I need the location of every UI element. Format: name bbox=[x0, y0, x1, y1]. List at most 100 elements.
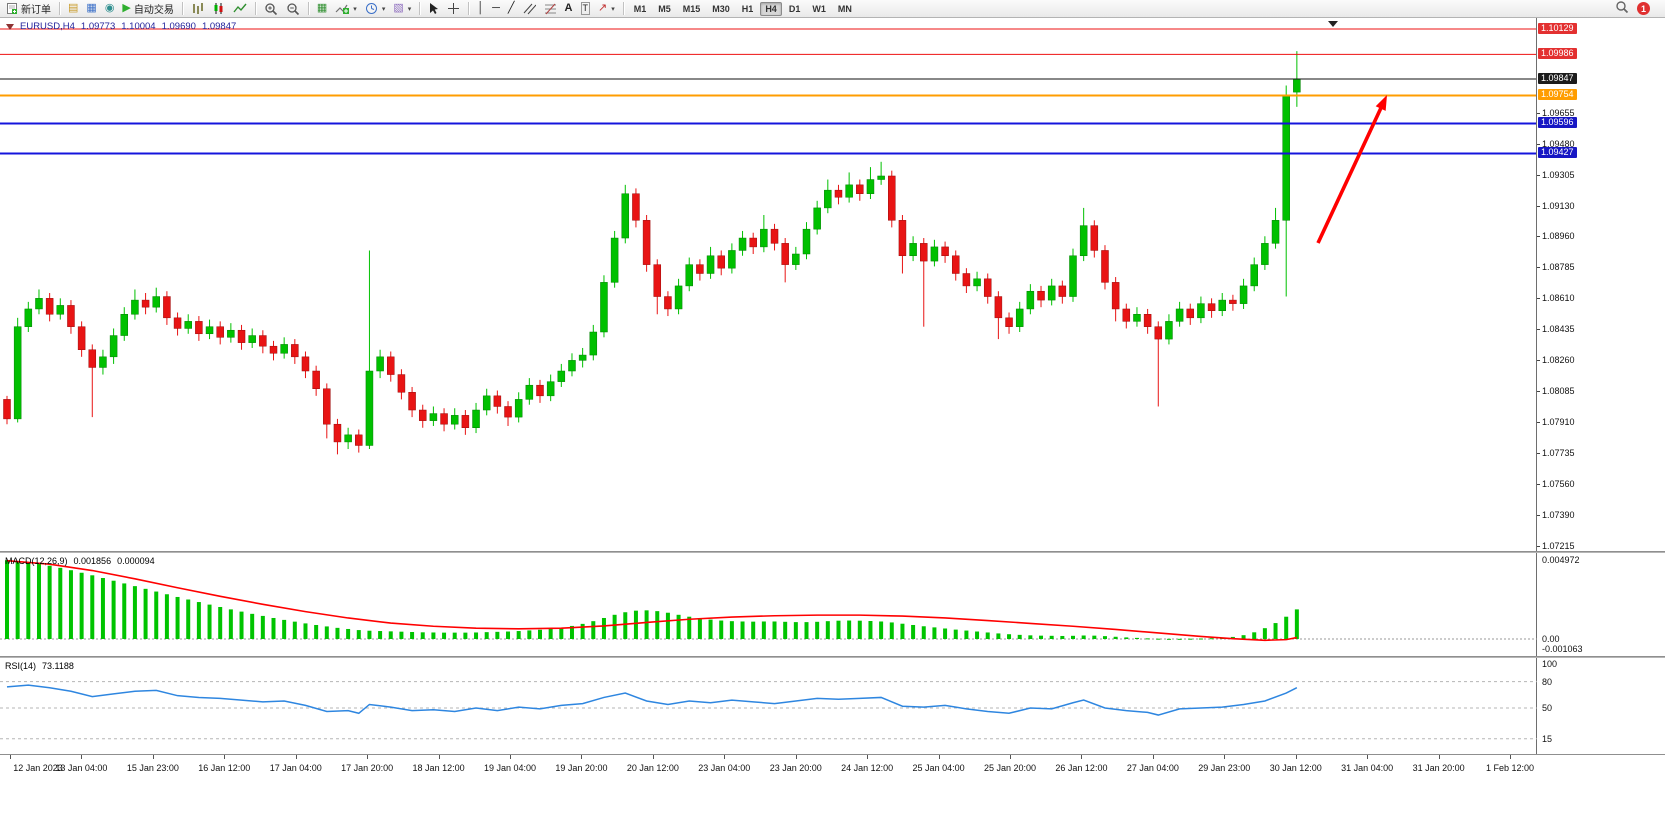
price-tick-mark bbox=[1537, 545, 1540, 547]
candle-body bbox=[941, 246, 949, 257]
auto-trading-button[interactable]: ▶ 自动交易 bbox=[119, 1, 176, 17]
candle-body bbox=[482, 395, 491, 411]
macd-axis-label: -0.001063 bbox=[1542, 644, 1583, 654]
price-tick-label: 1.08960 bbox=[1542, 231, 1575, 242]
quick-trade-toggle-icon[interactable] bbox=[6, 23, 14, 30]
time-tick-label: 15 Jan 23:00 bbox=[126, 763, 179, 773]
candle-body bbox=[568, 360, 576, 372]
candle-body bbox=[45, 298, 54, 315]
new-order-button[interactable]: 新订单 bbox=[3, 1, 54, 16]
time-axis[interactable]: 12 Jan 2023 13 Jan 04:00 15 Jan 23:00 16 Ja… bbox=[0, 754, 1665, 831]
crosshair-icon[interactable] bbox=[444, 1, 463, 16]
timeframe-button-m1[interactable]: M1 bbox=[633, 3, 647, 14]
macd-histogram-bar bbox=[804, 622, 809, 639]
macd-histogram-bar bbox=[623, 612, 628, 639]
candle-body bbox=[280, 344, 288, 354]
macd-histogram-bar bbox=[612, 614, 617, 639]
bar-chart-icon[interactable] bbox=[188, 1, 207, 16]
candle-body bbox=[24, 308, 33, 327]
macd-histogram-bar bbox=[1007, 634, 1012, 639]
price-level-label-1.09986: 1.09986 bbox=[1538, 48, 1577, 60]
macd-canvas[interactable] bbox=[0, 553, 1537, 656]
zoom-in-icon[interactable] bbox=[261, 1, 281, 16]
cursor-icon[interactable] bbox=[425, 1, 442, 16]
candlestick-chart-icon[interactable] bbox=[209, 1, 228, 16]
chart-shift-marker-icon[interactable] bbox=[1328, 21, 1338, 27]
candle-body bbox=[813, 207, 821, 230]
high-value: 1.10004 bbox=[121, 21, 156, 32]
timeframe-button-h4[interactable]: H4 bbox=[760, 1, 782, 16]
candle-body bbox=[13, 326, 22, 420]
timeframe-button-d1[interactable]: D1 bbox=[788, 3, 801, 14]
candle-body bbox=[1261, 243, 1269, 265]
price-tick-mark bbox=[1537, 298, 1540, 300]
line-chart-icon[interactable] bbox=[230, 1, 250, 16]
panel-splitter[interactable] bbox=[0, 656, 1665, 658]
horizontal-line-tool-icon[interactable]: ─ bbox=[492, 2, 500, 14]
price-axis[interactable]: 1.09655 1.09480 1.09305 1.09130 1.08960 1.087… bbox=[1537, 18, 1665, 551]
price-tick-mark bbox=[1537, 391, 1540, 393]
time-tick-mark bbox=[1367, 755, 1369, 759]
macd-histogram-bar bbox=[452, 632, 457, 639]
macd-histogram-bar bbox=[68, 570, 73, 639]
price-tick-label: 1.08785 bbox=[1542, 262, 1575, 273]
candle-body bbox=[269, 345, 278, 354]
candle-body bbox=[664, 296, 672, 310]
price-tick-label: 1.07215 bbox=[1542, 540, 1575, 551]
candle-body bbox=[578, 354, 587, 361]
timeframe-button-h1[interactable]: H1 bbox=[741, 3, 754, 14]
templates-button[interactable]: ▧ ▾ bbox=[393, 2, 412, 14]
trendline-tool-icon[interactable]: ╱ bbox=[507, 2, 515, 14]
navigator-icon[interactable]: ◉ bbox=[104, 2, 115, 14]
macd-axis-label: 0.00 bbox=[1542, 634, 1560, 644]
zoom-out-icon[interactable] bbox=[283, 1, 303, 16]
tile-windows-icon[interactable]: ▦ bbox=[316, 2, 328, 14]
timeframe-switcher: M1 M5 M15 M30 H1 H4 D1 W1 MN bbox=[629, 1, 857, 16]
arrows-tool-button[interactable]: ↗ ▾ bbox=[595, 1, 618, 16]
time-tick-mark bbox=[438, 755, 440, 759]
candle-body bbox=[760, 228, 768, 248]
timeframe-button-w1[interactable]: W1 bbox=[812, 3, 826, 14]
market-watch-icon[interactable]: ▤ bbox=[68, 2, 79, 14]
candle-body bbox=[440, 413, 448, 425]
candle-body bbox=[610, 237, 619, 283]
text-tool-icon[interactable]: A bbox=[564, 2, 573, 14]
candle-body bbox=[536, 384, 544, 397]
notification-badge[interactable]: 1 bbox=[1637, 2, 1650, 15]
symbol-period-label: EURUSD,H4 bbox=[20, 21, 75, 32]
timeframe-button-m30[interactable]: M30 bbox=[712, 3, 730, 14]
macd-histogram-bar bbox=[633, 610, 638, 639]
timeframe-button-m15[interactable]: M15 bbox=[682, 3, 701, 14]
search-icon[interactable] bbox=[1615, 0, 1629, 17]
candle-body bbox=[1069, 255, 1077, 297]
fibonacci-tool-icon[interactable] bbox=[541, 1, 560, 16]
vertical-line-tool-icon[interactable]: │ bbox=[477, 2, 485, 14]
candle-body bbox=[450, 415, 459, 425]
time-tick-mark bbox=[224, 755, 226, 759]
rsi-canvas[interactable] bbox=[0, 658, 1537, 754]
macd-histogram-bar bbox=[836, 620, 841, 639]
macd-histogram-bar bbox=[1081, 635, 1086, 639]
trend-arrow[interactable] bbox=[1316, 105, 1384, 244]
time-tick-mark bbox=[81, 755, 83, 759]
timeframe-button-mn[interactable]: MN bbox=[837, 3, 852, 14]
macd-histogram-bar bbox=[506, 631, 511, 639]
candle-body bbox=[376, 356, 384, 372]
text-label-tool-icon[interactable]: T bbox=[580, 2, 590, 15]
macd-label: MACD(12,26,9) 0.001856 0.000094 bbox=[5, 556, 155, 566]
time-tick-label: 13 Jan 04:00 bbox=[55, 763, 108, 773]
toolbar: 新订单 ▤ ▦ ◉ ▶ 自动交易 ▦ ▾ bbox=[0, 0, 1665, 18]
indicators-button[interactable]: ▾ bbox=[332, 1, 360, 16]
price-chart-canvas[interactable] bbox=[0, 18, 1537, 551]
price-tick-mark bbox=[1537, 206, 1540, 208]
macd-histogram-bar bbox=[943, 628, 948, 639]
time-tick-label: 19 Jan 04:00 bbox=[483, 763, 537, 773]
data-window-icon[interactable]: ▦ bbox=[86, 2, 97, 14]
macd-histogram-bar bbox=[719, 620, 724, 639]
periods-button[interactable]: ▾ bbox=[362, 1, 389, 16]
candle-body bbox=[248, 335, 256, 343]
equidistant-channel-tool-icon[interactable] bbox=[520, 1, 539, 16]
panel-splitter[interactable] bbox=[0, 551, 1665, 553]
timeframe-button-m5[interactable]: M5 bbox=[658, 3, 671, 14]
price-tick-mark bbox=[1537, 236, 1540, 238]
